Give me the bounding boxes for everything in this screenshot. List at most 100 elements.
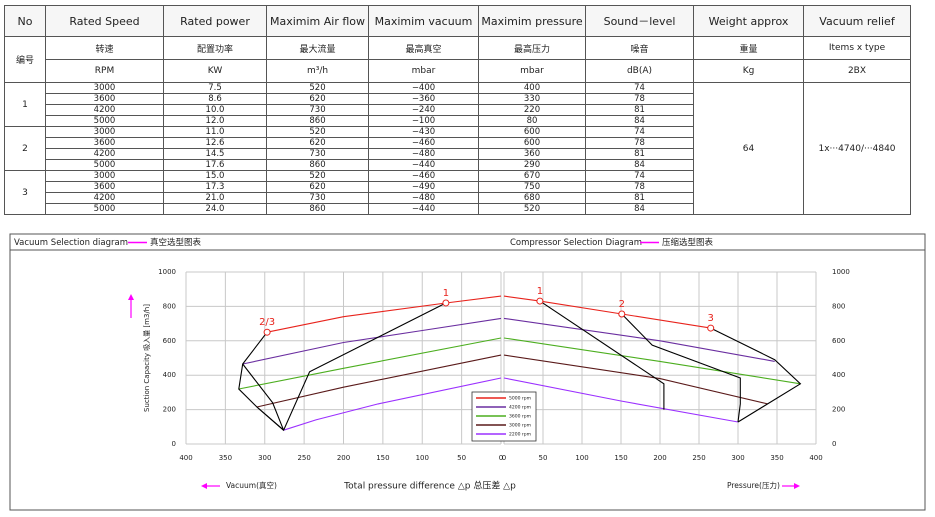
data-cell: 750 — [478, 181, 586, 193]
x-tick-label: 250 — [692, 454, 705, 462]
data-cell: 330 — [478, 93, 586, 105]
data-cell: 620 — [266, 181, 369, 193]
x-tick-label: 350 — [219, 454, 232, 462]
data-cell: 17.3 — [163, 181, 267, 193]
y-tick-label: 200 — [832, 406, 845, 414]
series-line — [503, 377, 739, 423]
series-line — [503, 317, 775, 362]
data-cell: 730 — [266, 148, 369, 160]
y-tick-label: 400 — [832, 371, 845, 379]
data-cell: −400 — [368, 82, 479, 94]
y-tick-label: 600 — [832, 337, 845, 345]
data-cell: 14.5 — [163, 148, 267, 160]
operating-point — [618, 310, 626, 318]
data-cell: 81 — [585, 192, 694, 204]
data-cell: 11.0 — [163, 126, 267, 138]
x-tick-label: 50 — [457, 454, 466, 462]
unit-cell: Kg — [693, 59, 804, 83]
legend-label: 5000 rpm — [509, 396, 531, 402]
subheader-cell: 转速 — [45, 36, 164, 60]
data-cell: 400 — [478, 82, 586, 94]
table-row: 3600 12.6 620 −460 600 78 — [5, 137, 911, 149]
data-cell: 7.5 — [163, 82, 267, 94]
unit-cell: m³/h — [266, 59, 369, 83]
series-line — [539, 300, 665, 410]
point-label: 2/3 — [259, 317, 275, 328]
y-tick-label: 800 — [832, 302, 845, 310]
data-cell: 12.0 — [163, 115, 267, 127]
subheader-cell: 最大流量 — [266, 36, 369, 60]
x-tick-label: 0 — [502, 454, 506, 462]
x-tick-label: 50 — [539, 454, 548, 462]
data-cell: 680 — [478, 192, 586, 204]
data-cell: −480 — [368, 148, 479, 160]
table-row: 4200 10.0 730 −240 220 81 — [5, 104, 911, 116]
y-tick-label: 0 — [172, 440, 176, 448]
x-tick-label: 150 — [614, 454, 627, 462]
subheader-cell: 编号 — [4, 36, 46, 83]
x-tick-label: 350 — [770, 454, 783, 462]
data-cell: 520 — [478, 203, 586, 215]
vacuum-title: Vacuum Selection diagram — [14, 238, 128, 248]
data-cell: 3000 — [45, 82, 164, 94]
y-tick-label: 800 — [163, 302, 176, 310]
vacuum-direction: Vacuum(真空) — [226, 480, 277, 490]
x-tick-label: 0 — [499, 454, 503, 462]
data-cell: 81 — [585, 104, 694, 116]
data-cell: 730 — [266, 192, 369, 204]
data-cell: 10.0 — [163, 104, 267, 116]
header-cell: Maximim vacuum — [368, 5, 479, 37]
table-row: 4200 21.0 730 −480 680 81 — [5, 192, 911, 204]
data-cell: −460 — [368, 170, 479, 182]
header-cell: Maximim pressure — [478, 5, 586, 37]
y-tick-label: 600 — [163, 337, 176, 345]
data-cell: 4200 — [45, 148, 164, 160]
group-number: 3 — [4, 170, 46, 215]
unit-cell: mbar — [478, 59, 586, 83]
subheader-cell: 最高压力 — [478, 36, 586, 60]
data-cell: 620 — [266, 137, 369, 149]
data-cell: 78 — [585, 181, 694, 193]
data-cell: 290 — [478, 159, 586, 171]
y-tick-label: 0 — [832, 440, 836, 448]
x-tick-label: 300 — [258, 454, 271, 462]
y-axis-title: Suction Capacity 吸入量 [m3/h] — [143, 304, 151, 412]
point-label: 3 — [708, 313, 714, 324]
y-tick-label: 400 — [163, 371, 176, 379]
data-cell: 4200 — [45, 192, 164, 204]
data-cell: 600 — [478, 137, 586, 149]
data-cell: 520 — [266, 82, 369, 94]
series-line — [283, 377, 502, 431]
data-cell: 600 — [478, 126, 586, 138]
data-cell: 860 — [266, 115, 369, 127]
data-cell: 84 — [585, 203, 694, 215]
data-cell: 24.0 — [163, 203, 267, 215]
header-cell: Rated Speed — [45, 5, 164, 37]
unit-cell: 2BX — [803, 59, 911, 83]
data-cell: 730 — [266, 104, 369, 116]
x-tick-label: 150 — [376, 454, 389, 462]
x-tick-label: 400 — [809, 454, 822, 462]
group-number: 2 — [4, 126, 46, 171]
data-cell: −480 — [368, 192, 479, 204]
table-row: 4200 14.5 730 −480 360 81 — [5, 148, 911, 160]
data-cell: 5000 — [45, 115, 164, 127]
unit-cell: RPM — [45, 59, 164, 83]
compressor-title: Compressor Selection Diagram — [510, 238, 642, 248]
data-cell: 15.0 — [163, 170, 267, 182]
data-cell: 620 — [266, 93, 369, 105]
data-cell: −490 — [368, 181, 479, 193]
data-cell: −100 — [368, 115, 479, 127]
legend-label: 2200 rpm — [509, 432, 531, 438]
vacuum-subtitle: 真空选型图表 — [150, 237, 202, 248]
table-row: 3 3000 15.0 520 −460 670 74 — [4, 170, 911, 215]
x-axis-title: Total pressure difference △p 总压差 △p — [343, 480, 516, 492]
series-line — [266, 295, 502, 333]
header-cell: Weight approx — [693, 5, 804, 37]
header-cell: Maximim Air flow — [266, 5, 369, 37]
data-cell: 12.6 — [163, 137, 267, 149]
series-line — [503, 354, 768, 405]
table-row: No Rated Speed Rated power Maximim Air flow… — [4, 5, 911, 37]
x-tick-label: 100 — [416, 454, 429, 462]
